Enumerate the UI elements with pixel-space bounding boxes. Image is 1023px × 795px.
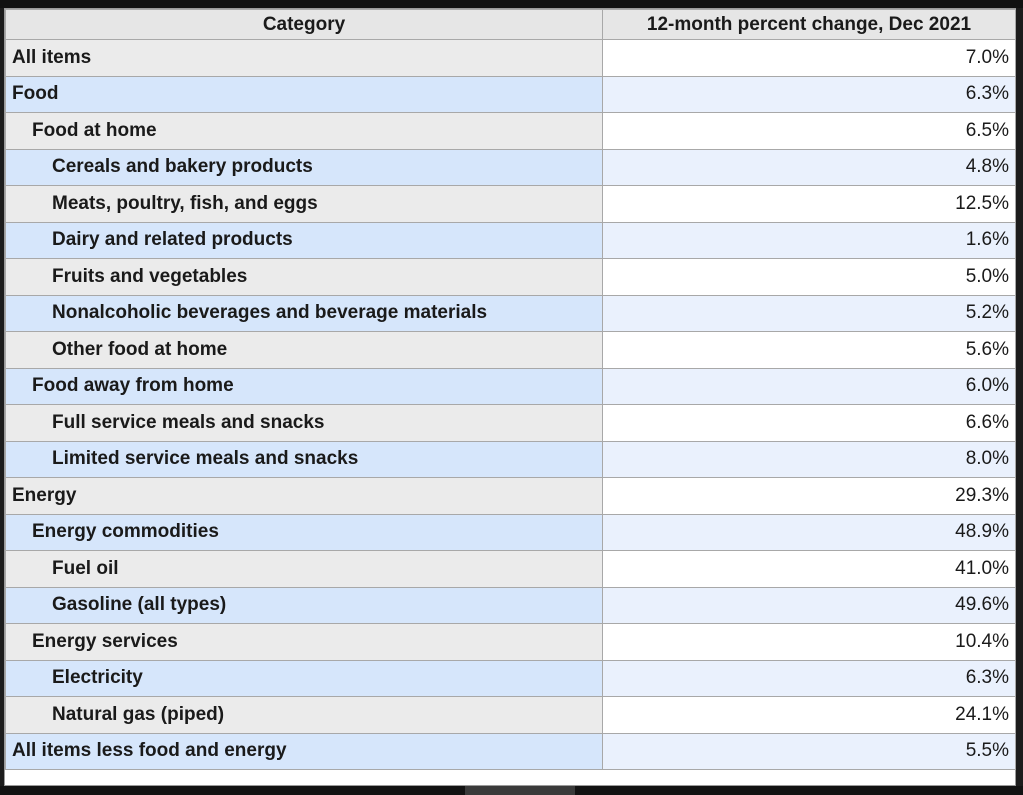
table-row: Cereals and bakery products 4.8% (5, 148, 1016, 186)
table-row: Dairy and related products 1.6% (5, 221, 1016, 259)
cpi-table: Category 12-month percent change, Dec 20… (5, 9, 1016, 770)
table-row: Meats, poultry, fish, and eggs 12.5% (5, 185, 1016, 223)
percent-change-cell: 10.4% (602, 623, 1016, 661)
percent-change-cell: 48.9% (602, 513, 1016, 551)
category-cell: Food (5, 75, 603, 113)
percent-change-cell: 24.1% (602, 696, 1016, 734)
percent-change-cell: 5.6% (602, 331, 1016, 369)
table-row: Fruits and vegetables 5.0% (5, 258, 1016, 296)
table-row: Food 6.3% (5, 75, 1016, 113)
category-cell: Fuel oil (5, 550, 603, 588)
table-row: Energy services 10.4% (5, 623, 1016, 661)
table-row: Other food at home 5.6% (5, 331, 1016, 369)
cpi-table-container: Category 12-month percent change, Dec 20… (4, 8, 1016, 786)
table-row: Gasoline (all types) 49.6% (5, 586, 1016, 624)
category-column-header: Category (5, 9, 603, 40)
table-row: Food away from home 6.0% (5, 367, 1016, 405)
top-dark-strip (0, 0, 1023, 8)
category-cell: Energy (5, 477, 603, 515)
category-cell: Food away from home (5, 367, 603, 405)
category-cell: Natural gas (piped) (5, 696, 603, 734)
percent-change-cell: 1.6% (602, 221, 1016, 259)
percent-change-cell: 6.0% (602, 367, 1016, 405)
category-cell: Energy commodities (5, 513, 603, 551)
category-cell: Energy services (5, 623, 603, 661)
table-row: All items 7.0% (5, 39, 1016, 77)
category-cell: Limited service meals and snacks (5, 440, 603, 478)
percent-change-cell: 4.8% (602, 148, 1016, 186)
percent-change-cell: 8.0% (602, 440, 1016, 478)
percent-change-cell: 41.0% (602, 550, 1016, 588)
category-cell: Other food at home (5, 331, 603, 369)
percent-change-cell: 6.3% (602, 75, 1016, 113)
table-body: All items 7.0% Food 6.3% Food at home 6.5% Cer… (5, 39, 1016, 770)
table-row: Fuel oil 41.0% (5, 550, 1016, 588)
percent-change-cell: 5.5% (602, 732, 1016, 770)
table-row: Energy 29.3% (5, 477, 1016, 515)
table-row: Full service meals and snacks 6.6% (5, 404, 1016, 442)
category-cell: Gasoline (all types) (5, 586, 603, 624)
table-row: Food at home 6.5% (5, 112, 1016, 150)
table-row: Nonalcoholic beverages and beverage mate… (5, 294, 1016, 332)
category-cell: All items (5, 39, 603, 77)
percent-change-cell: 12.5% (602, 185, 1016, 223)
percent-change-column-header: 12-month percent change, Dec 2021 (602, 9, 1016, 40)
category-cell: Food at home (5, 112, 603, 150)
table-row: Electricity 6.3% (5, 659, 1016, 697)
table-row: All items less food and energy 5.5% (5, 732, 1016, 770)
category-cell: Cereals and bakery products (5, 148, 603, 186)
table-row: Limited service meals and snacks 8.0% (5, 440, 1016, 478)
percent-change-cell: 29.3% (602, 477, 1016, 515)
percent-change-cell: 7.0% (602, 39, 1016, 77)
category-cell: Electricity (5, 659, 603, 697)
percent-change-cell: 5.2% (602, 294, 1016, 332)
table-row: Energy commodities 48.9% (5, 513, 1016, 551)
category-cell: Dairy and related products (5, 221, 603, 259)
header-row: Category 12-month percent change, Dec 20… (5, 9, 1016, 40)
category-cell: Meats, poultry, fish, and eggs (5, 185, 603, 223)
percent-change-cell: 6.6% (602, 404, 1016, 442)
category-cell: Nonalcoholic beverages and beverage mate… (5, 294, 603, 332)
category-cell: Fruits and vegetables (5, 258, 603, 296)
percent-change-cell: 6.5% (602, 112, 1016, 150)
percent-change-cell: 5.0% (602, 258, 1016, 296)
percent-change-cell: 6.3% (602, 659, 1016, 697)
category-cell: Full service meals and snacks (5, 404, 603, 442)
percent-change-cell: 49.6% (602, 586, 1016, 624)
table-row: Natural gas (piped) 24.1% (5, 696, 1016, 734)
bottom-strip-highlight (465, 786, 575, 795)
bottom-dark-strip (0, 786, 1023, 795)
category-cell: All items less food and energy (5, 732, 603, 770)
